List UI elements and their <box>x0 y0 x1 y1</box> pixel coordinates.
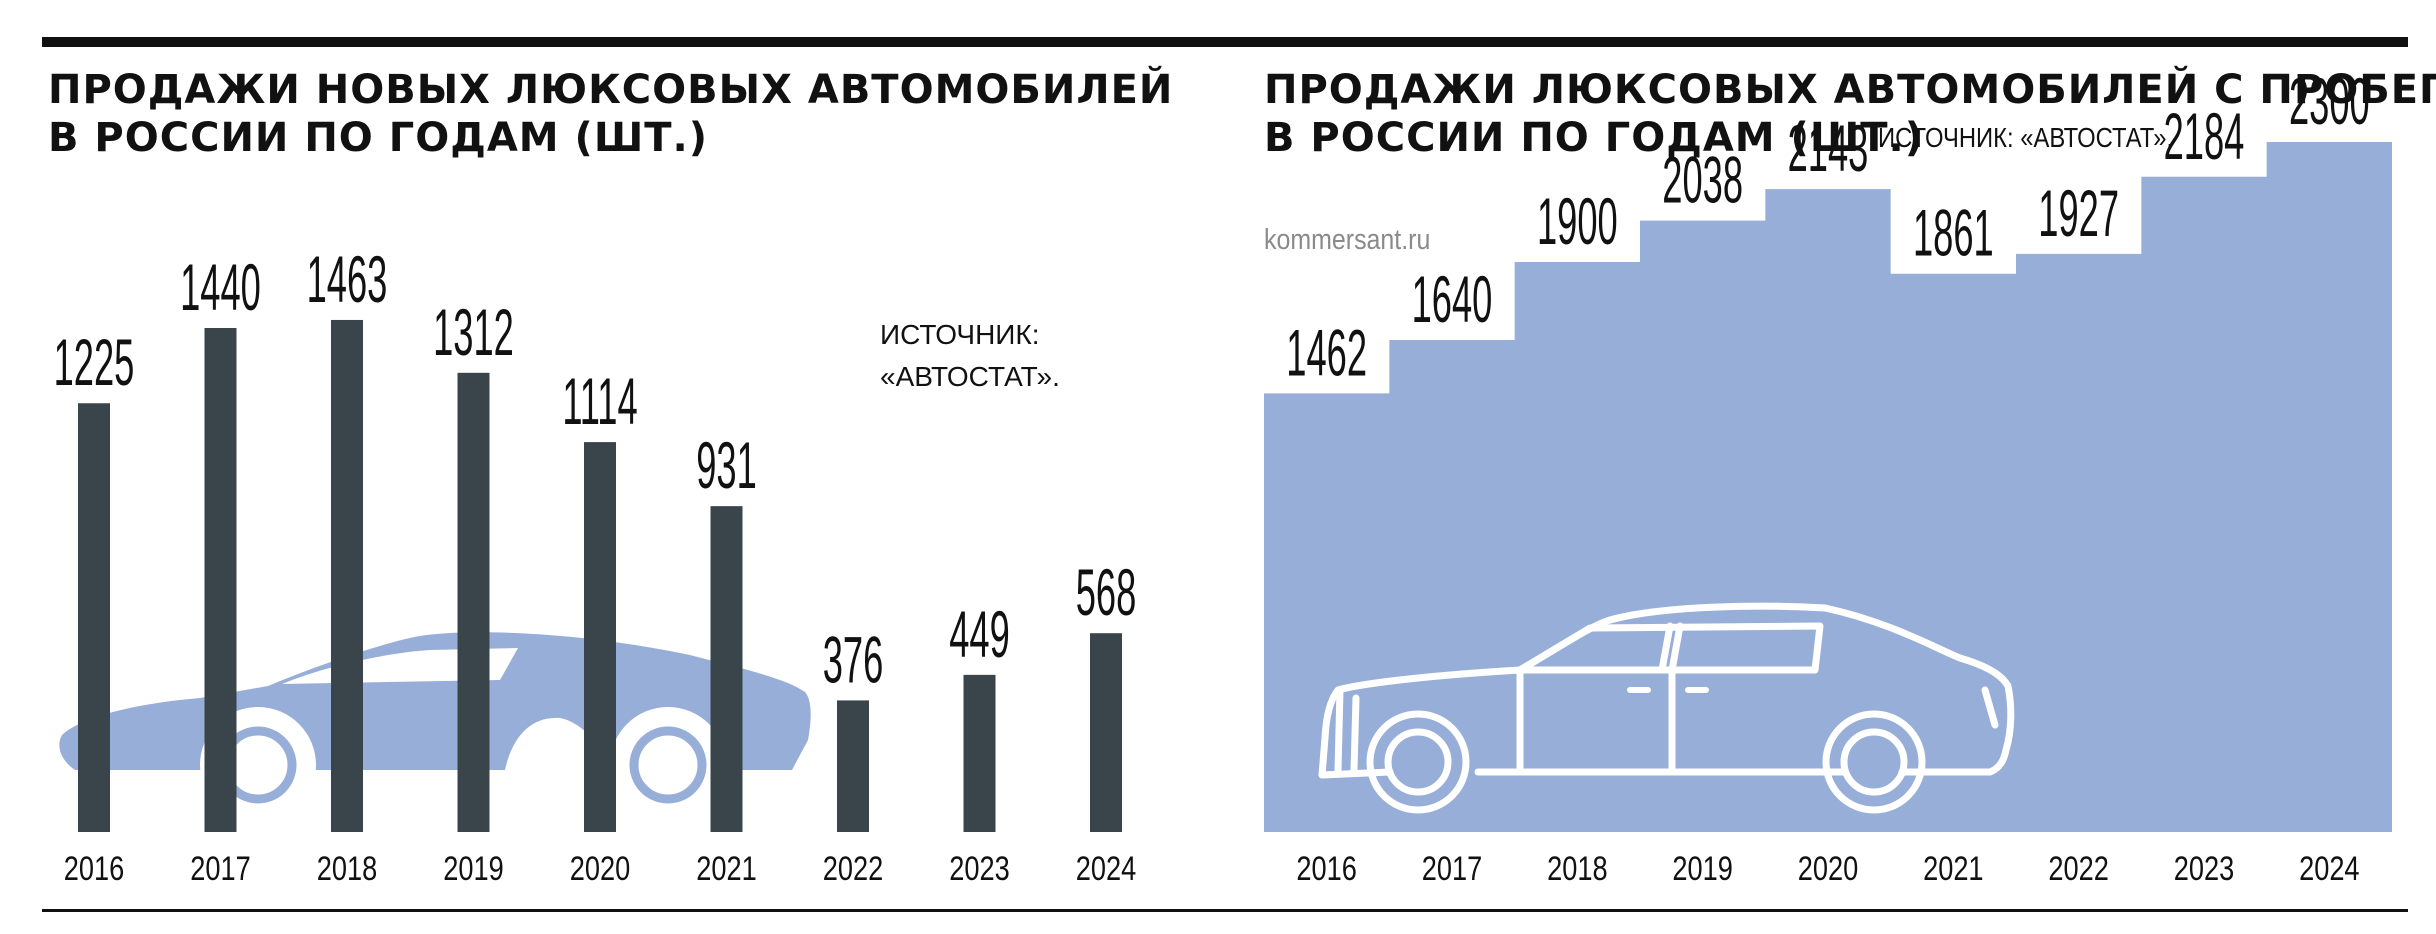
x-tick-label: 2017 <box>1422 849 1482 888</box>
x-tick-label: 2020 <box>570 849 630 888</box>
x-tick-label: 2023 <box>2174 849 2234 888</box>
bar <box>963 674 996 832</box>
sedan-body-icon <box>1318 602 2015 779</box>
data-label: 1861 <box>1913 197 1994 270</box>
bottom-rule <box>42 909 2408 912</box>
sedan-front-hub-icon <box>1384 728 1452 796</box>
source-line: «АВТОСТАТ». <box>880 361 1060 392</box>
x-tick-label: 2016 <box>64 849 124 888</box>
x-tick-label: 2018 <box>1547 849 1607 888</box>
bar <box>1090 633 1122 832</box>
x-tick-label: 2019 <box>443 849 503 888</box>
x-tick-label: 2021 <box>1923 849 1983 888</box>
bar <box>331 319 363 832</box>
sedan-pillar-icon <box>1658 622 1684 674</box>
x-tick-label: 2016 <box>1296 849 1356 888</box>
bar <box>837 700 869 832</box>
sedan-tail-icon <box>1981 686 1999 729</box>
data-label: 1462 <box>1286 317 1367 390</box>
top-rule <box>42 37 2408 47</box>
x-tick-label: 2021 <box>696 849 756 888</box>
sedan-door-line-icon <box>1516 666 1676 772</box>
data-label: 2184 <box>2164 101 2245 174</box>
data-label: 2143 <box>1788 113 1869 186</box>
source-line: ИСТОЧНИК: <box>880 319 1040 350</box>
bar <box>710 506 743 832</box>
watermark: kommersant.ru <box>1264 224 1431 256</box>
sports-car-rear-hub-icon <box>629 726 707 804</box>
data-label: 1927 <box>2038 178 2119 251</box>
area-series <box>1264 142 2392 832</box>
sedan-grille-icon <box>1334 686 1360 774</box>
x-tick-label: 2024 <box>1076 849 1136 888</box>
data-label: 568 <box>1076 557 1137 630</box>
x-tick-label: 2023 <box>949 849 1009 888</box>
sedan-roof-icon <box>1516 622 1824 674</box>
data-label: 1440 <box>180 252 261 325</box>
x-tick-label: 2017 <box>190 849 250 888</box>
chart-title-line: ПРОДАЖИ ЛЮКСОВЫХ АВТОМОБИЛЕЙ С ПРОБЕГОМ <box>1264 67 2436 113</box>
chart-title-new-cars: ПРОДАЖИ НОВЫХ ЛЮКСОВЫХ АВТОМОБИЛЕЙ В РОС… <box>48 66 1173 162</box>
x-tick-label: 2022 <box>2048 849 2108 888</box>
data-label: 1640 <box>1412 264 1493 337</box>
bar <box>78 403 110 832</box>
source-note-right: ИСТОЧНИК: «АВТОСТАТ». <box>1878 122 2174 153</box>
sedan-rear-wheel-icon <box>1822 710 1926 814</box>
sports-car-illustration <box>59 632 811 823</box>
data-label: 449 <box>949 599 1010 672</box>
x-tick-label: 2018 <box>317 849 377 888</box>
bar-chart-new-cars: 1225 2016 1440 2017 1463 2018 1312 2019 1114 2020… <box>54 244 1137 888</box>
sedan-rear-hub-icon <box>1840 728 1908 796</box>
x-tick-label: 2020 <box>1798 849 1858 888</box>
chart-title-line: В РОССИИ ПО ГОДАМ (ШТ.) <box>1264 115 1924 161</box>
sports-car-rear-wheel-icon <box>610 707 726 823</box>
data-label: 1900 <box>1537 186 1618 259</box>
x-tick-label: 2022 <box>823 849 883 888</box>
area-chart-used-cars: 1462 2016 1640 2017 1900 2018 2038 2019 2143 2020… <box>1264 66 2392 888</box>
sedan-front-wheel-icon <box>1366 710 1470 814</box>
source-note-left: ИСТОЧНИК: «АВТОСТАТ». <box>880 314 1060 398</box>
bar <box>584 442 616 832</box>
data-label: 1312 <box>433 297 514 370</box>
bar <box>457 372 490 832</box>
data-label: 2038 <box>1662 144 1743 217</box>
data-label: 2300 <box>2289 66 2370 139</box>
x-tick-label: 2024 <box>2299 849 2359 888</box>
bar <box>204 328 237 832</box>
chart-title-used-cars: ПРОДАЖИ ЛЮКСОВЫХ АВТОМОБИЛЕЙ С ПРОБЕГОМ … <box>1264 66 2436 162</box>
sedan-illustration <box>1318 602 2015 814</box>
data-label: 1114 <box>562 366 637 439</box>
x-tick-label: 2019 <box>1672 849 1732 888</box>
data-label: 1225 <box>54 327 135 400</box>
chart-title-line: В РОССИИ ПО ГОДАМ (ШТ.) <box>48 115 708 161</box>
data-label: 931 <box>696 430 757 503</box>
chart-title-line: ПРОДАЖИ НОВЫХ ЛЮКСОВЫХ АВТОМОБИЛЕЙ <box>48 67 1174 113</box>
data-label: 1463 <box>307 244 388 317</box>
data-label: 376 <box>823 624 884 697</box>
